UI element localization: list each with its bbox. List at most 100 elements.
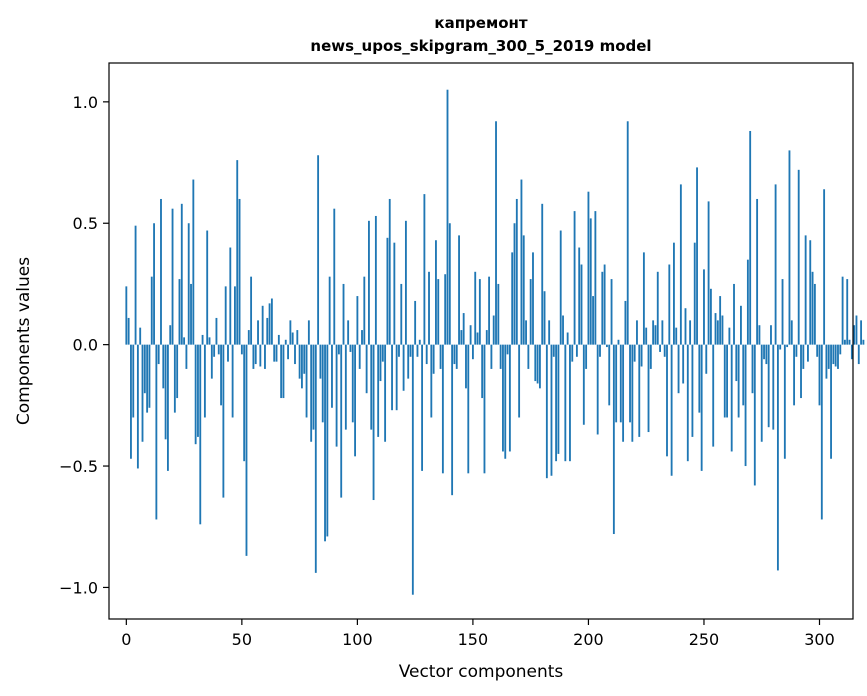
bar: [303, 344, 306, 374]
bar: [416, 344, 419, 357]
bar: [483, 344, 486, 474]
bar: [534, 344, 537, 382]
bar: [446, 89, 449, 345]
bar: [252, 344, 255, 369]
bar: [816, 344, 819, 357]
x-axis-ticks: 0 50 100 150 200 250 300: [121, 619, 835, 649]
bar: [451, 344, 454, 496]
bar: [518, 344, 521, 418]
bar: [820, 344, 823, 520]
bar: [846, 279, 849, 345]
bar: [719, 296, 722, 345]
bar: [132, 344, 135, 418]
bar: [659, 344, 661, 352]
bar: [668, 264, 671, 345]
bar: [545, 344, 548, 479]
bar: [860, 320, 863, 345]
bar: [721, 315, 724, 345]
bar: [280, 344, 283, 399]
bar: [245, 344, 248, 556]
bar: [488, 276, 491, 345]
bar: [642, 252, 645, 345]
bar: [437, 279, 440, 345]
x-tick-label: 200: [573, 630, 604, 649]
bar: [522, 235, 525, 345]
bar: [386, 237, 389, 345]
bar: [310, 344, 313, 442]
bar: [340, 344, 343, 498]
bar: [783, 344, 786, 459]
bar: [187, 223, 190, 345]
bar: [622, 344, 625, 442]
bar: [333, 208, 336, 345]
bar: [469, 325, 472, 345]
bar: [418, 339, 421, 345]
bar: [603, 264, 606, 345]
bar: [197, 344, 199, 437]
bar: [453, 344, 456, 365]
bar: [169, 325, 172, 345]
bar: [210, 344, 213, 379]
bar: [317, 155, 320, 345]
bar: [351, 344, 354, 423]
bar: [599, 344, 601, 357]
bar: [733, 283, 735, 345]
bar: [264, 344, 266, 369]
bar: [529, 279, 532, 345]
bar: [363, 276, 366, 345]
bar: [673, 242, 675, 345]
bar: [666, 344, 668, 457]
bar: [432, 344, 435, 374]
bar: [716, 320, 719, 345]
bar: [444, 274, 447, 345]
bar: [377, 344, 380, 437]
bar: [790, 320, 793, 345]
bar: [795, 344, 798, 357]
bar: [617, 339, 620, 345]
bar: [213, 344, 216, 357]
bar: [150, 276, 153, 345]
bar: [707, 201, 710, 345]
bar: [811, 271, 814, 345]
bar: [825, 344, 828, 379]
bar: [573, 211, 576, 345]
bar: [192, 179, 195, 345]
x-axis-label: Vector components: [399, 662, 564, 682]
bar: [629, 344, 631, 423]
bar: [388, 198, 391, 345]
bar: [793, 344, 796, 406]
bar: [753, 344, 756, 486]
x-tick-label: 300: [804, 630, 835, 649]
bar: [525, 320, 527, 345]
bar: [240, 344, 243, 355]
bar: [765, 344, 768, 365]
bar: [319, 344, 322, 379]
bar: [689, 320, 692, 345]
bar: [647, 344, 650, 433]
bar: [772, 344, 775, 430]
bar: [331, 344, 333, 408]
bar: [834, 344, 837, 367]
bar: [215, 317, 218, 345]
y-tick-label: −1.0: [59, 578, 98, 597]
bar: [848, 339, 851, 345]
bar: [305, 344, 308, 418]
bar: [384, 344, 387, 442]
bar: [536, 344, 539, 384]
bar: [774, 184, 777, 345]
bar: [222, 344, 225, 498]
bar: [740, 305, 742, 345]
bar: [520, 179, 523, 345]
bar: [696, 167, 698, 345]
bar: [631, 344, 634, 442]
bar: [361, 330, 363, 345]
bar: [372, 344, 375, 501]
y-axis-label: Components values: [14, 257, 34, 425]
bar: [176, 344, 179, 399]
bar: [294, 344, 296, 365]
bar: [788, 150, 791, 345]
bar: [670, 344, 673, 476]
bar: [166, 344, 169, 471]
x-tick-label: 0: [121, 630, 131, 649]
